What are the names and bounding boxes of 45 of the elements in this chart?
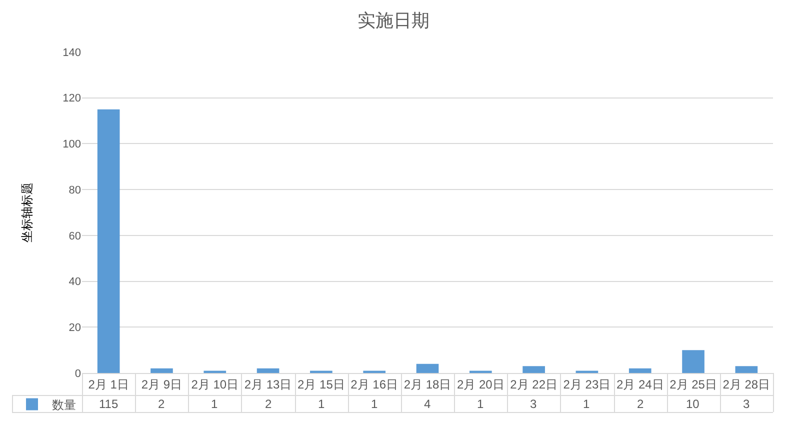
data-label: 1 — [583, 397, 590, 411]
y-tick-label: 100 — [62, 138, 81, 151]
x-tick-label: 2月 22日 — [510, 377, 558, 392]
data-label: 4 — [424, 397, 431, 411]
x-tick-label: 2月 24日 — [616, 377, 664, 392]
data-label: 1 — [371, 397, 378, 411]
bar — [735, 366, 758, 373]
data-label: 1 — [211, 397, 218, 411]
x-tick-label: 2月 15日 — [298, 377, 345, 392]
bar — [97, 109, 120, 373]
bar — [256, 368, 280, 373]
x-tick-label: 2月 16日 — [350, 377, 398, 392]
y-tick-label: 80 — [68, 184, 81, 196]
y-axis-title: 坐标轴标题 — [20, 182, 34, 242]
data-label: 1 — [477, 397, 484, 411]
data-label: 2 — [158, 397, 165, 411]
data-label: 10 — [686, 397, 700, 411]
x-tick-label: 2月 18日 — [404, 377, 452, 392]
x-tick-label: 2月 28日 — [722, 377, 770, 392]
bar — [682, 350, 704, 373]
y-tick-label: 60 — [68, 230, 81, 242]
bar — [522, 366, 545, 373]
data-label: 3 — [530, 397, 537, 411]
y-tick-label: 0 — [74, 368, 81, 380]
y-tick-label: 140 — [62, 46, 81, 59]
bar — [628, 368, 652, 373]
data-label: 2 — [637, 397, 644, 411]
x-tick-label: 2月 20日 — [456, 377, 504, 392]
y-tick-label: 120 — [62, 92, 81, 105]
x-tick-label: 2月 13日 — [244, 377, 292, 392]
data-label: 1 — [318, 397, 325, 411]
data-label: 115 — [99, 397, 118, 411]
x-tick-label: 2月 1日 — [88, 377, 129, 392]
x-tick-label: 2月 23日 — [563, 377, 611, 392]
x-tick-label: 2月 10日 — [191, 377, 239, 392]
x-tick-label: 2月 25日 — [670, 377, 717, 392]
bar — [416, 364, 439, 373]
bar — [150, 368, 173, 373]
y-tick-label: 40 — [68, 276, 81, 288]
x-tick-label: 2月 9日 — [141, 377, 182, 392]
chart-title: 实施日期 — [358, 10, 430, 32]
legend-label: 数量 — [52, 398, 76, 412]
data-label: 3 — [743, 397, 750, 411]
data-label: 2 — [265, 397, 272, 411]
y-tick-label: 20 — [68, 322, 81, 334]
